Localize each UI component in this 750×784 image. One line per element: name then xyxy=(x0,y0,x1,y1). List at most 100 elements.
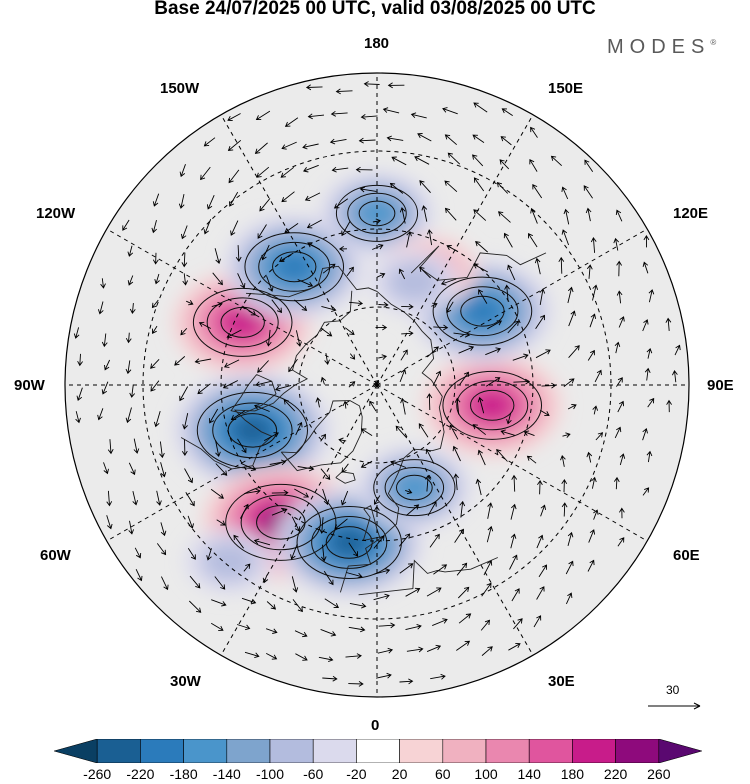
wind-arrow xyxy=(487,320,503,330)
wind-arrow xyxy=(294,488,310,498)
wind-arrow xyxy=(159,441,165,459)
wind-arrow xyxy=(563,208,570,225)
colorbar-tick-label: 60 xyxy=(435,766,451,782)
colorbar-cell-4 xyxy=(226,739,271,763)
lon-label-90e: 90E xyxy=(707,377,734,394)
wind-arrow xyxy=(526,455,537,464)
wind-arrow xyxy=(320,376,327,385)
wind-arrow xyxy=(374,495,381,505)
colorbar-cell-14 xyxy=(658,739,702,763)
wind-arrow xyxy=(322,675,338,682)
wind-arrow xyxy=(447,152,461,165)
wind-arrow xyxy=(533,615,542,628)
wind-arrow xyxy=(550,155,563,167)
wind-arrow xyxy=(509,554,518,570)
wind-arrow xyxy=(378,354,388,360)
anomaly-neg-hudson xyxy=(233,416,272,445)
wind-arrow xyxy=(477,449,486,466)
wind-arrow xyxy=(320,327,333,337)
wind-arrow xyxy=(341,221,351,237)
wind-arrow xyxy=(156,543,167,556)
wind-arrow xyxy=(417,133,432,142)
wind-arrow xyxy=(432,618,448,627)
wind-arrow xyxy=(537,479,543,495)
wind-arrow xyxy=(185,491,195,507)
wind-arrow xyxy=(473,209,487,221)
wind-arrow xyxy=(590,236,597,253)
colorbar-tick-label: 260 xyxy=(647,766,671,782)
wind-arrow xyxy=(391,156,407,166)
wind-arrow xyxy=(256,166,270,178)
wind-arrow xyxy=(125,407,132,424)
wind-arrow xyxy=(499,159,510,170)
wind-arrow xyxy=(209,408,219,424)
wind-arrow xyxy=(400,397,406,415)
wind-arrow xyxy=(389,182,404,194)
wind-arrow xyxy=(674,344,681,356)
wind-arrow xyxy=(456,562,468,576)
wind-arrow xyxy=(127,275,134,286)
map-disk xyxy=(65,73,689,697)
wind-arrow xyxy=(265,628,278,634)
anomaly-neg-e-siberia xyxy=(462,296,503,327)
wind-arrow xyxy=(595,432,604,441)
wind-arrow xyxy=(233,534,244,549)
wind-arrow xyxy=(242,305,257,316)
anomaly-pos-w-siberia xyxy=(472,390,513,421)
wind-arrow xyxy=(496,448,508,462)
wind-arrow xyxy=(594,369,602,383)
wind-arrow xyxy=(561,478,568,493)
wind-arrow xyxy=(401,303,414,310)
wind-arrow xyxy=(318,656,334,663)
wind-arrow xyxy=(480,619,491,631)
wind-arrow xyxy=(212,272,223,286)
wind-arrow xyxy=(426,229,433,246)
wind-arrow xyxy=(592,405,599,415)
wind-arrow xyxy=(453,331,471,338)
wind-arrow xyxy=(229,191,239,207)
wind-arrow xyxy=(97,408,104,421)
wind-arrow xyxy=(179,164,186,178)
wind-arrow xyxy=(106,490,113,507)
anomaly-neg-europe xyxy=(331,529,368,556)
lon-label-150e: 150E xyxy=(548,80,584,97)
wind-arrow xyxy=(210,488,224,499)
wind-arrow xyxy=(236,624,251,631)
wind-arrow xyxy=(530,126,538,138)
wind-arrow xyxy=(453,473,459,491)
wind-arrow xyxy=(405,488,413,495)
wind-arrow xyxy=(487,502,493,519)
wind-arrow xyxy=(255,380,272,387)
wind-arrow xyxy=(274,384,292,392)
lon-label-30w: 30W xyxy=(170,673,201,690)
wind-arrow xyxy=(214,576,226,590)
wind-arrow xyxy=(315,397,322,408)
coast-alaska-asia xyxy=(245,265,378,298)
wind-arrow xyxy=(306,219,322,229)
wind-arrow xyxy=(154,273,160,285)
wind-arrow xyxy=(333,198,349,209)
wind-arrow xyxy=(290,543,298,560)
wind-arrow xyxy=(614,426,622,439)
wind-arrow xyxy=(529,158,538,172)
wind-arrow xyxy=(587,349,595,361)
wind-arrow xyxy=(642,319,649,332)
wind-arrow xyxy=(425,448,435,464)
wind-arrow xyxy=(359,186,377,193)
wind-arrow xyxy=(398,268,406,280)
anomaly-neg-kamchatka xyxy=(387,262,442,303)
wind-arrow xyxy=(100,278,106,289)
wind-arrow xyxy=(101,333,108,348)
wind-arrow xyxy=(382,107,400,114)
wind-arrow xyxy=(211,301,223,308)
wind-arrow xyxy=(454,528,464,543)
colorbar-cell-12 xyxy=(572,739,616,763)
contour-pos-n-america xyxy=(192,287,293,357)
wind-arrow xyxy=(511,588,520,602)
wind-arrow xyxy=(283,399,296,412)
wind-arrow xyxy=(360,114,378,120)
wind-arrow xyxy=(76,387,83,401)
colorbar-tick-label: -220 xyxy=(126,766,155,782)
wind-arrow xyxy=(642,261,649,274)
lon-label-60w: 60W xyxy=(40,547,71,564)
